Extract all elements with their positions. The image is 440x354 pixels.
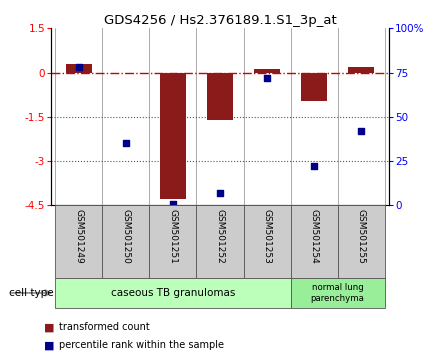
Title: GDS4256 / Hs2.376189.1.S1_3p_at: GDS4256 / Hs2.376189.1.S1_3p_at <box>104 14 336 27</box>
Bar <box>160 73 186 199</box>
Text: GSM501255: GSM501255 <box>357 209 366 264</box>
Bar <box>348 67 374 73</box>
Bar <box>243 205 290 278</box>
Point <box>264 75 271 81</box>
Text: caseous TB granulomas: caseous TB granulomas <box>111 288 235 298</box>
Bar <box>207 73 233 120</box>
Text: normal lung
parenchyma: normal lung parenchyma <box>311 283 365 303</box>
Text: GSM501254: GSM501254 <box>310 209 319 264</box>
Bar <box>103 205 150 278</box>
Text: cell type: cell type <box>9 288 53 298</box>
Bar <box>55 278 290 308</box>
Bar <box>254 69 280 73</box>
Point <box>311 164 318 169</box>
Bar <box>55 205 103 278</box>
Text: GSM501249: GSM501249 <box>74 209 83 264</box>
Text: GSM501252: GSM501252 <box>216 209 224 264</box>
Bar <box>301 73 327 101</box>
Bar <box>197 205 243 278</box>
Bar <box>337 205 385 278</box>
Bar <box>290 278 385 308</box>
Point <box>358 128 365 134</box>
Text: GSM501250: GSM501250 <box>121 209 130 264</box>
Point <box>75 64 82 70</box>
Bar <box>150 205 197 278</box>
Point <box>216 190 224 196</box>
Text: GSM501253: GSM501253 <box>263 209 271 264</box>
Point <box>169 201 176 206</box>
Text: ■: ■ <box>44 340 55 350</box>
Bar <box>66 64 92 73</box>
Text: percentile rank within the sample: percentile rank within the sample <box>59 340 224 350</box>
Text: GSM501251: GSM501251 <box>169 209 177 264</box>
Text: transformed count: transformed count <box>59 322 150 332</box>
Point <box>122 141 129 146</box>
Bar <box>290 205 337 278</box>
Text: ■: ■ <box>44 322 55 332</box>
